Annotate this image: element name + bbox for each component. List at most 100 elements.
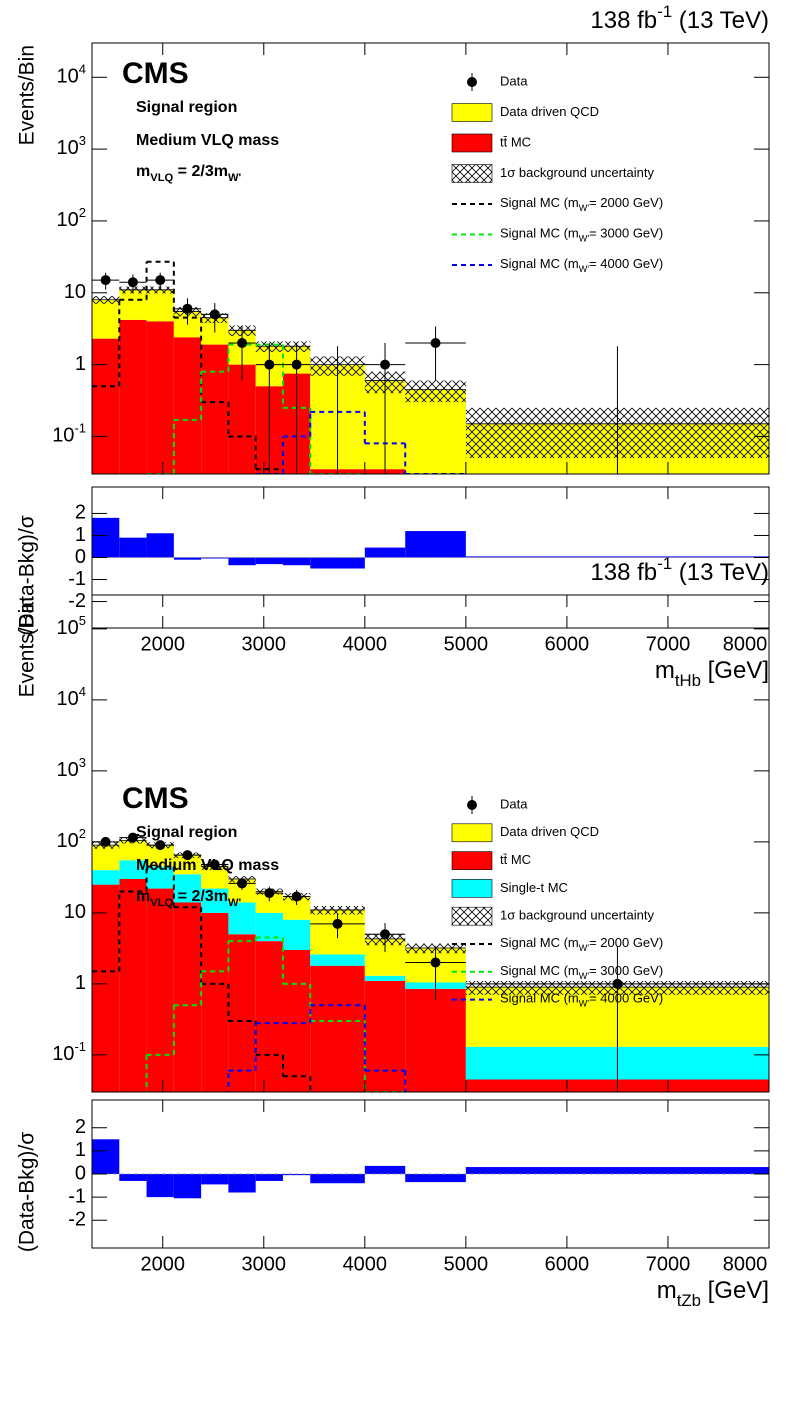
ratio-bar <box>465 556 769 558</box>
data-point <box>127 277 138 288</box>
tick-base: 10 <box>52 1043 74 1065</box>
data-point <box>155 840 166 851</box>
stack-bar <box>92 870 120 885</box>
ratio-bar <box>364 547 406 558</box>
y-tick-label: 10-1 <box>52 1039 86 1065</box>
ratio-bar <box>228 1174 256 1193</box>
data-point <box>332 918 343 929</box>
stack-bar <box>119 879 147 1092</box>
main-plot <box>92 832 769 1092</box>
data-point <box>333 509 343 519</box>
legend-label: tt̄ MC <box>500 852 531 867</box>
data-point <box>209 309 220 320</box>
subscript: tHb <box>675 671 701 690</box>
supscript: -1 <box>657 2 672 21</box>
stack-bar <box>255 891 283 913</box>
x-tick-label: 2000 <box>140 633 185 655</box>
x-tick-label: 7000 <box>646 633 691 655</box>
tick-exponent: 2 <box>79 826 86 841</box>
ratio-bar <box>146 1174 174 1198</box>
cms-label: CMS <box>122 782 189 815</box>
stack-bar <box>146 888 174 1092</box>
subscript: tZb <box>677 1291 701 1310</box>
annotation: Medium VLQ mass <box>136 132 279 149</box>
data-point <box>380 359 391 370</box>
stack-bar <box>92 338 120 474</box>
y-tick-label: -2 <box>68 1209 86 1231</box>
tick-base: 10 <box>57 830 79 852</box>
y-tick-label: 102 <box>57 205 86 231</box>
stack-bar <box>201 888 229 913</box>
text-part: Signal MC (m <box>500 226 579 241</box>
x-tick-label: 3000 <box>242 1253 287 1275</box>
text-part: m <box>657 1277 677 1304</box>
legend-label: tt̄ MC <box>500 134 531 149</box>
text-part: = 3000 GeV) <box>589 963 663 978</box>
stack-bar <box>310 954 365 966</box>
text-part: (13 TeV) <box>672 7 769 34</box>
legend-label: Data <box>500 796 528 811</box>
stack-bar <box>282 919 311 950</box>
legend-swatch <box>451 879 493 898</box>
text-part: Signal MC (m <box>500 991 579 1006</box>
legend-swatch <box>451 823 493 843</box>
y-tick-label: 104 <box>57 61 86 87</box>
y-tick-label: 10 <box>64 901 86 923</box>
y-tick-label: 104 <box>57 684 86 710</box>
stack-bar <box>405 988 466 1092</box>
supscript: -1 <box>657 554 672 573</box>
tick-base: 10 <box>57 759 79 781</box>
tick-base: 10 <box>57 209 79 231</box>
legend-label: Signal MC (mW'= 3000 GeV) <box>500 963 663 981</box>
data-point <box>612 509 622 519</box>
uncertainty-band <box>405 380 466 403</box>
x-tick-label: 3000 <box>242 633 287 655</box>
text-part: = 4000 GeV) <box>589 256 663 271</box>
x-tick-label: 2000 <box>140 1253 185 1275</box>
legend-label: Single-t MC <box>500 880 568 895</box>
tick-exponent: 3 <box>79 133 86 148</box>
stack-bar <box>310 469 365 474</box>
text-part: = 2000 GeV) <box>589 195 663 210</box>
data-point <box>612 978 623 989</box>
stack-bar <box>364 980 406 1092</box>
tick-base: 10 <box>52 425 74 447</box>
text-part: m <box>136 888 150 905</box>
legend-marker <box>467 77 477 87</box>
x-tick-label: 6000 <box>545 1253 590 1275</box>
subscript: VLQ <box>150 897 173 909</box>
tick-exponent: 4 <box>79 684 86 699</box>
data-point <box>237 337 248 348</box>
tick-base: 10 <box>57 617 79 639</box>
text-part: Signal MC (m <box>500 256 579 271</box>
ratio-bar <box>146 533 174 558</box>
legend-swatch <box>451 851 493 870</box>
stack-bar <box>173 902 202 1092</box>
tick-base: 10 <box>57 688 79 710</box>
lumi-label: 138 fb-1 (13 TeV) <box>590 2 769 34</box>
y-tick-label: 103 <box>57 755 86 781</box>
legend-swatch <box>451 906 493 926</box>
ratio-bar <box>282 1174 311 1176</box>
text-part: = 4000 GeV) <box>589 991 663 1006</box>
stack-bar <box>173 855 202 875</box>
y-tick-label: -1 <box>68 568 86 590</box>
text-part: = 2000 GeV) <box>589 935 663 950</box>
tick-exponent: 4 <box>79 61 86 76</box>
x-axis-label: mtZb [GeV] <box>657 1277 769 1310</box>
annotation: mVLQ = 2/3mW' <box>136 888 241 909</box>
plot-frame <box>91 594 770 1093</box>
subscript: W' <box>579 999 590 1009</box>
stack-bar <box>364 469 406 474</box>
annotation: Medium VLQ mass <box>136 857 279 874</box>
y-tick-label: 1 <box>75 972 86 994</box>
ratio-plot <box>92 1139 769 1199</box>
subscript: W' <box>228 172 242 184</box>
data-point <box>291 891 302 902</box>
ratio-bar <box>364 1165 406 1174</box>
ratio-bar <box>119 537 147 558</box>
y-tick-label: 1 <box>75 1139 86 1161</box>
data-point <box>264 359 275 370</box>
y-tick-label: 1 <box>75 353 86 375</box>
